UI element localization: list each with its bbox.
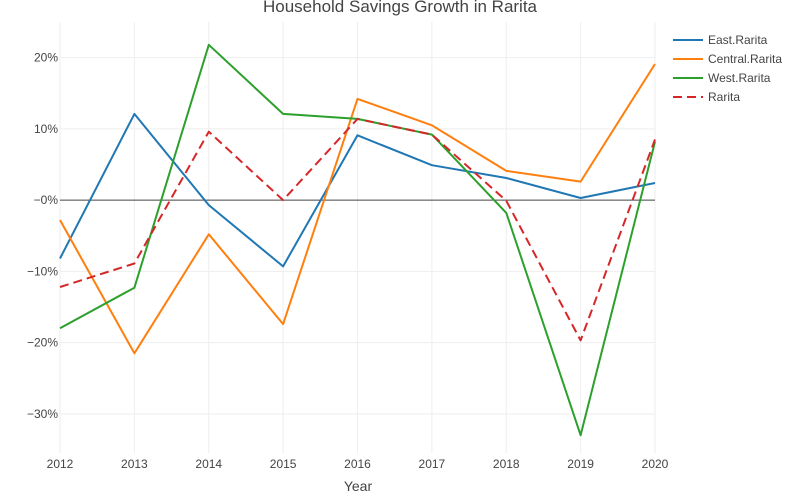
y-tick-label: −20% <box>27 336 58 350</box>
chart-title: Household Savings Growth in Rarita <box>263 0 538 16</box>
series-line-central-rarita <box>59 63 656 355</box>
series-line-east-rarita <box>59 112 656 268</box>
x-tick-label: 2016 <box>344 457 371 471</box>
x-axis-title: Year <box>344 478 373 494</box>
legend-label: West.Rarita <box>708 71 771 85</box>
x-tick-label: 2012 <box>47 457 74 471</box>
y-axis-ticks: 20% 10% −0% −10% −20% −30% <box>27 51 58 421</box>
y-tick-label: −0% <box>34 193 59 207</box>
series-line-rarita <box>59 117 656 342</box>
x-tick-label: 2013 <box>121 457 148 471</box>
legend-label: Central.Rarita <box>708 52 782 66</box>
y-tick-label: −10% <box>27 264 58 278</box>
legend: East.Rarita Central.Rarita West.Rarita Rari… <box>673 33 782 104</box>
x-tick-label: 2014 <box>195 457 222 471</box>
x-tick-label: 2018 <box>493 457 520 471</box>
legend-label: East.Rarita <box>708 33 768 47</box>
x-tick-label: 2020 <box>642 457 669 471</box>
x-axis-ticks: 2012 2013 2014 2015 2016 2017 2018 2019 2020 <box>47 457 669 471</box>
legend-label: Rarita <box>708 90 740 104</box>
x-tick-label: 2019 <box>567 457 594 471</box>
x-tick-label: 2015 <box>270 457 297 471</box>
y-tick-label: 20% <box>34 51 58 65</box>
y-tick-label: −30% <box>27 407 58 421</box>
y-tick-label: 10% <box>34 122 58 136</box>
series-layer <box>59 43 656 437</box>
x-tick-label: 2017 <box>419 457 446 471</box>
grid <box>59 22 656 453</box>
